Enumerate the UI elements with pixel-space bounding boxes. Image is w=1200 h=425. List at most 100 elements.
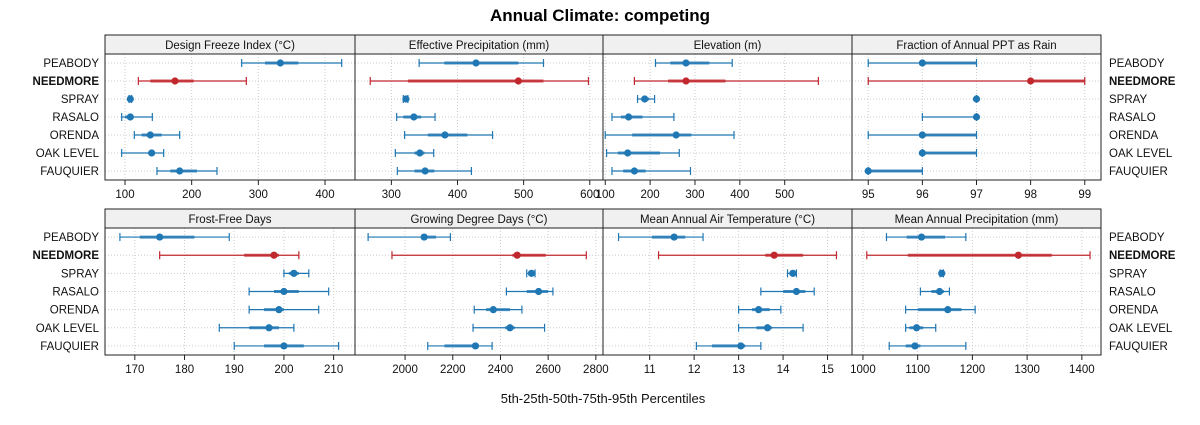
x-tick-label: 200 [641,189,660,201]
percentile-mark-orenda [867,131,978,139]
x-tick-label: 100 [115,189,134,201]
panel-strip-title: Mean Annual Air Temperature (°C) [640,214,815,226]
median-point [126,113,134,121]
median-point [126,95,134,103]
median-point [535,287,543,296]
median-point [514,77,522,85]
panel-strip-title: Fraction of Annual PPT as Rain [896,40,1056,52]
percentile-mark-oak-level [472,323,546,332]
panel-strip-title: Effective Precipitation (mm) [409,40,550,52]
panel-7: Mean Annual Precipitation (mm) 1000 1100 12… [850,208,1102,376]
median-point [972,113,981,121]
median-point [410,113,418,121]
percentile-mark-spray [972,95,981,103]
row-label-left: FAUQUIER [40,341,99,353]
percentile-mark-fauquier [396,167,472,175]
median-point [670,233,678,241]
percentile-mark-spray [938,269,946,278]
median-point [972,95,981,103]
row-label-left: OAK LEVEL [36,148,100,160]
percentile-mark-fauquier [156,167,218,175]
percentile-mark-fauquier [427,341,493,350]
percentile-mark-oak-level [218,323,295,332]
median-point [755,306,763,314]
median-point [416,149,424,157]
panel-strip-title: Mean Annual Precipitation (mm) [895,214,1059,226]
x-tick-label: 1400 [1069,364,1095,376]
percentile-mark-rasalo [919,287,951,296]
median-point [270,251,278,259]
median-point [420,233,428,241]
row-label-right: RASALO [1109,112,1156,124]
percentile-mark-peabody [119,233,230,242]
x-tick-label: 98 [1024,189,1037,201]
median-point [935,287,944,296]
median-point [280,287,288,296]
panel-strip-title: Growing Degree Days (°C) [411,214,548,226]
row-label-left: NEEDMORE [33,250,100,262]
x-tick-label: 180 [175,364,194,376]
x-tick-label: 95 [862,189,875,201]
x-tick-label: 500 [514,189,533,201]
panel-3: Fraction of Annual PPT as Rain 95 96 97 98 99 [851,34,1102,201]
x-tick-label: 96 [916,189,929,201]
percentile-mark-peabody [367,233,451,242]
median-point [864,167,872,175]
panel-2: Elevation (m) 100 200 300 400 500 [596,34,853,201]
median-point [918,131,926,139]
x-tick-label: 400 [730,189,749,201]
row-label-right: SPRAY [1109,268,1147,280]
x-tick-label: 2000 [392,364,418,376]
percentile-mark-rasalo [921,113,981,121]
x-tick-label: 200 [182,189,201,201]
percentile-mark-rasalo [611,113,675,121]
row-label-left: NEEDMORE [33,76,100,88]
x-tick-label: 2800 [583,364,609,376]
x-tick-label: 14 [777,364,790,376]
row-label-left: PEABODY [43,232,99,244]
row-label-right: NEEDMORE [1109,250,1176,262]
percentile-mark-needmore [657,251,838,260]
median-point [918,149,926,157]
panels: Design Freeze Index (°C)100 200 300 400Effe… [33,34,1176,376]
percentile-mark-spray [636,95,656,103]
percentile-mark-orenda [133,131,181,139]
x-tick-label: 1300 [1014,364,1040,376]
row-label-right: FAUQUIER [1109,166,1168,178]
percentile-mark-peabody [617,233,704,242]
median-point [912,324,921,332]
median-point [148,149,156,157]
median-point [911,342,919,350]
row-label-left: ORENDA [50,305,100,317]
percentile-mark-peabody [654,59,733,67]
median-point [641,95,649,103]
percentile-mark-orenda [473,305,523,314]
x-tick-label: 190 [225,364,244,376]
median-point [1014,251,1022,259]
percentile-mark-fauquier [233,341,340,350]
x-tick-label: 210 [324,364,343,376]
median-point [527,269,536,277]
median-point [737,342,745,350]
row-label-right: SPRAY [1109,94,1147,106]
percentile-mark-spray [786,269,798,278]
median-point [171,77,179,85]
percentile-mark-needmore [137,77,247,85]
percentile-mark-spray [126,95,134,103]
panel-5: Growing Degree Days (°C) 2000 2200 2400 2600… [354,208,609,376]
percentile-mark-oak-level [738,323,804,332]
x-tick-label: 99 [1078,189,1091,201]
x-tick-label: 400 [448,189,467,201]
median-point [918,59,926,67]
x-tick-label: 97 [970,189,983,201]
percentile-mark-rasalo [396,113,436,121]
x-tick-label: 1100 [905,364,930,376]
percentile-mark-oak-level [605,149,680,157]
median-point [624,149,632,157]
x-axis-label: 5th-25th-50th-75th-95th Percentiles [501,391,706,406]
percentile-mark-orenda [248,305,320,314]
x-tick-label: 300 [249,189,268,201]
row-label-right: FAUQUIER [1109,341,1168,353]
row-label-left: SPRAY [61,94,99,106]
percentile-mark-needmore [633,77,819,85]
